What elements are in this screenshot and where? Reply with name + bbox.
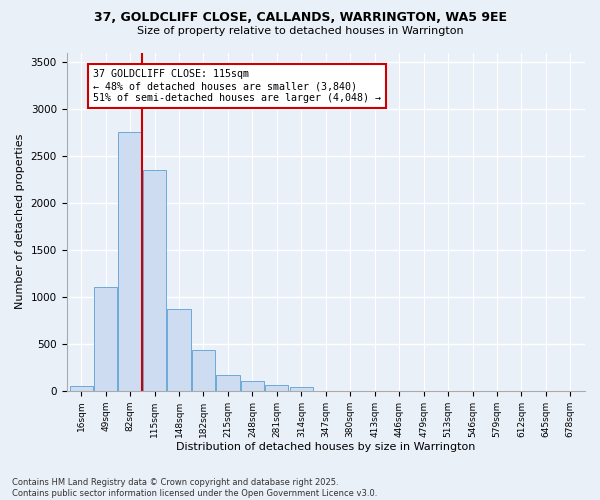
Text: 37 GOLDCLIFF CLOSE: 115sqm
← 48% of detached houses are smaller (3,840)
51% of s: 37 GOLDCLIFF CLOSE: 115sqm ← 48% of deta… xyxy=(94,70,382,102)
Bar xyxy=(94,288,117,391)
Bar xyxy=(167,309,191,391)
Text: Size of property relative to detached houses in Warrington: Size of property relative to detached ho… xyxy=(137,26,463,36)
Bar xyxy=(265,384,289,391)
Bar xyxy=(143,170,166,391)
X-axis label: Distribution of detached houses by size in Warrington: Distribution of detached houses by size … xyxy=(176,442,475,452)
Bar xyxy=(70,386,93,391)
Text: 37, GOLDCLIFF CLOSE, CALLANDS, WARRINGTON, WA5 9EE: 37, GOLDCLIFF CLOSE, CALLANDS, WARRINGTO… xyxy=(94,11,506,24)
Bar xyxy=(241,380,264,391)
Bar xyxy=(118,132,142,391)
Bar xyxy=(217,376,239,391)
Y-axis label: Number of detached properties: Number of detached properties xyxy=(15,134,25,310)
Bar xyxy=(192,350,215,391)
Text: Contains HM Land Registry data © Crown copyright and database right 2025.
Contai: Contains HM Land Registry data © Crown c… xyxy=(12,478,377,498)
Bar xyxy=(290,387,313,391)
